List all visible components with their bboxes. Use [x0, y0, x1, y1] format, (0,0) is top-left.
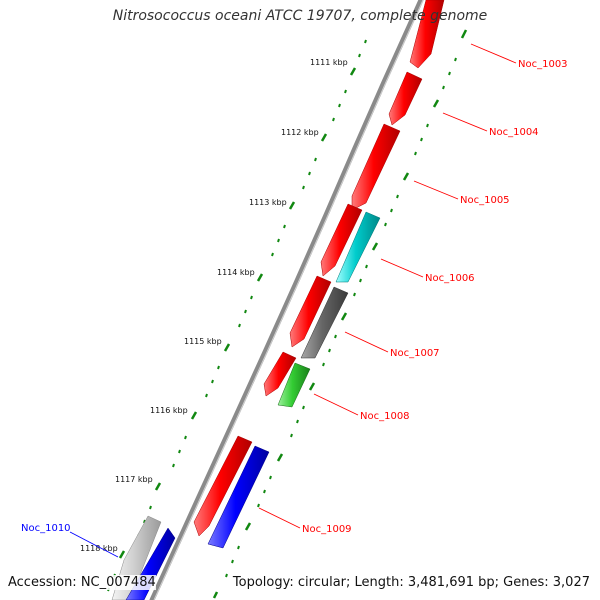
backbone-arc-highlight: [153, 0, 424, 600]
gene-arrow-noc-1009[interactable]: [207, 445, 270, 549]
gene-label-noc-1006[interactable]: Noc_1006: [425, 273, 475, 284]
gene-label-noc-1005[interactable]: Noc_1005: [460, 195, 510, 206]
kbp-label: 1111 kbp: [310, 58, 348, 67]
gene-arrow-noc-1004[interactable]: [388, 71, 423, 126]
gene-label-noc-1008[interactable]: Noc_1008: [360, 411, 410, 422]
gene-labels: Noc_1003 Noc_1004 Noc_1005 Noc_1006 Noc_…: [21, 59, 568, 535]
leader-line-noc-1007: [344, 331, 389, 353]
gene-label-noc-1007[interactable]: Noc_1007: [390, 348, 440, 359]
genome-summary-text: Topology: circular; Length: 3,481,691 bp…: [232, 575, 590, 590]
gene-label-noc-1010[interactable]: Noc_1010: [21, 523, 71, 534]
gene-arrow-noc-1005[interactable]: [351, 123, 401, 211]
gene-label-noc-1004[interactable]: Noc_1004: [489, 127, 539, 138]
kbp-label: 1113 kbp: [249, 198, 287, 207]
inner-tick-ruler: [212, 29, 468, 599]
gene-arrow-noc-1003[interactable]: [409, 0, 445, 69]
label-leader-lines: [69, 43, 517, 558]
gene-label-noc-1009[interactable]: Noc_1009: [302, 524, 352, 535]
gene-arrow-noc-1007-outer[interactable]: [289, 275, 332, 348]
leader-line-noc-1003: [470, 43, 517, 64]
leader-line-noc-1004: [442, 112, 488, 132]
leader-line-noc-1005: [413, 180, 459, 200]
gene-arrow-noc-1008-outer[interactable]: [263, 351, 297, 397]
gene-arrow-noc-1008[interactable]: [277, 362, 311, 408]
leader-line-noc-1006: [380, 258, 424, 278]
gene-arrow-noc-1006-outer[interactable]: [320, 203, 363, 277]
kbp-labels: 1111 kbp 1112 kbp 1113 kbp 1114 kbp 1115…: [80, 58, 348, 553]
gene-arrow-noc-1006[interactable]: [335, 211, 381, 283]
kbp-label: 1116 kbp: [150, 406, 188, 415]
kbp-label: 1118 kbp: [80, 544, 118, 553]
leader-line-noc-1009: [258, 507, 301, 529]
accession-text: Accession: NC_007484: [8, 575, 156, 590]
gene-label-noc-1003[interactable]: Noc_1003: [518, 59, 568, 70]
kbp-label: 1117 kbp: [115, 475, 153, 484]
outer-tick-ruler: [107, 39, 367, 592]
kbp-label: 1115 kbp: [184, 337, 222, 346]
kbp-label: 1114 kbp: [217, 268, 255, 277]
gene-features: [111, 0, 445, 600]
leader-line-noc-1010: [69, 531, 119, 558]
backbone-arc: [149, 0, 424, 600]
kbp-label: 1112 kbp: [281, 128, 319, 137]
map-title: Nitrosococcus oceani ATCC 19707, complet…: [112, 8, 488, 24]
leader-line-noc-1008: [313, 393, 359, 416]
gene-arrow-noc-1007[interactable]: [300, 286, 349, 359]
gene-arrow-noc-1009-outer[interactable]: [193, 435, 253, 537]
